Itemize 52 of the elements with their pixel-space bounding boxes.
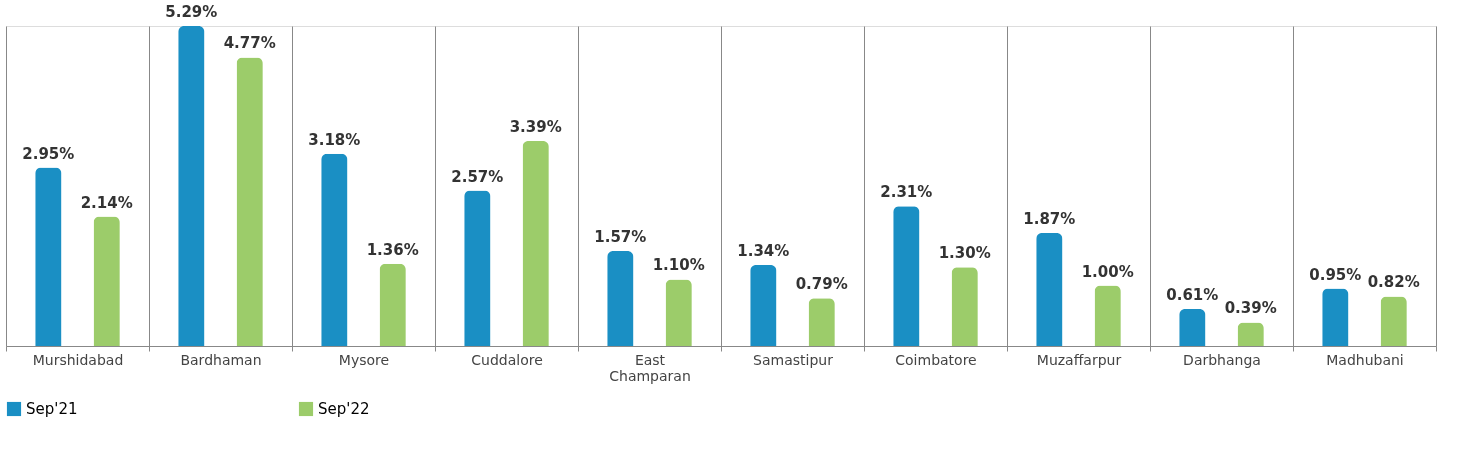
bar [1094,285,1121,346]
data-label: 2.95% [22,144,75,163]
bar [1179,309,1206,346]
data-label: 3.18% [308,130,361,149]
bar [893,206,920,346]
legend-label: Sep'21 [26,400,78,418]
bar [1322,288,1349,346]
bar [321,153,348,346]
x-tick-label: Samastipur [753,351,834,368]
data-label: 1.36% [366,240,419,259]
x-tick-label: Cuddalore [471,351,543,368]
x-tick-label: Murshidabad [32,351,124,368]
legend-label: Sep'22 [318,400,370,418]
data-label: 0.79% [795,275,848,294]
bar [1380,296,1407,346]
bar [607,251,634,346]
data-label: 2.31% [880,183,933,202]
data-label: 5.29% [165,3,218,21]
bar [1036,232,1063,346]
data-label: 1.34% [737,241,790,260]
bar [1237,322,1264,346]
x-tick-label: Darbhanga [1183,351,1261,368]
bar [35,167,62,346]
data-label: 1.00% [1081,262,1134,281]
bar [750,264,777,346]
x-tick-label: Madhubani [1326,351,1404,368]
bar [464,190,491,346]
bar [951,267,978,346]
x-tick-label: East Champaran [609,351,691,384]
bar [522,140,549,346]
data-label: 0.39% [1224,299,1277,318]
bar [236,57,263,346]
x-tick-label: Coimbatore [895,351,977,368]
data-label: 1.30% [938,244,991,263]
data-label: 4.77% [223,34,276,53]
x-tick-label: Mysore [338,351,390,368]
data-label: 3.39% [509,117,562,136]
bar [665,279,692,346]
x-tick-label: Bardhaman [180,351,262,368]
data-label: 1.10% [652,256,705,275]
bar [178,26,205,346]
bar [379,263,406,346]
bar [808,298,835,346]
x-tick-label: Muzaffarpur [1036,351,1122,368]
data-label: 0.82% [1367,273,1420,292]
data-label: 1.57% [594,228,647,247]
data-label: 2.57% [451,167,504,186]
data-label: 1.87% [1023,209,1076,228]
bar [93,216,120,346]
data-label: 0.95% [1309,265,1362,284]
data-label: 2.14% [80,193,133,212]
data-label: 0.61% [1166,286,1219,305]
